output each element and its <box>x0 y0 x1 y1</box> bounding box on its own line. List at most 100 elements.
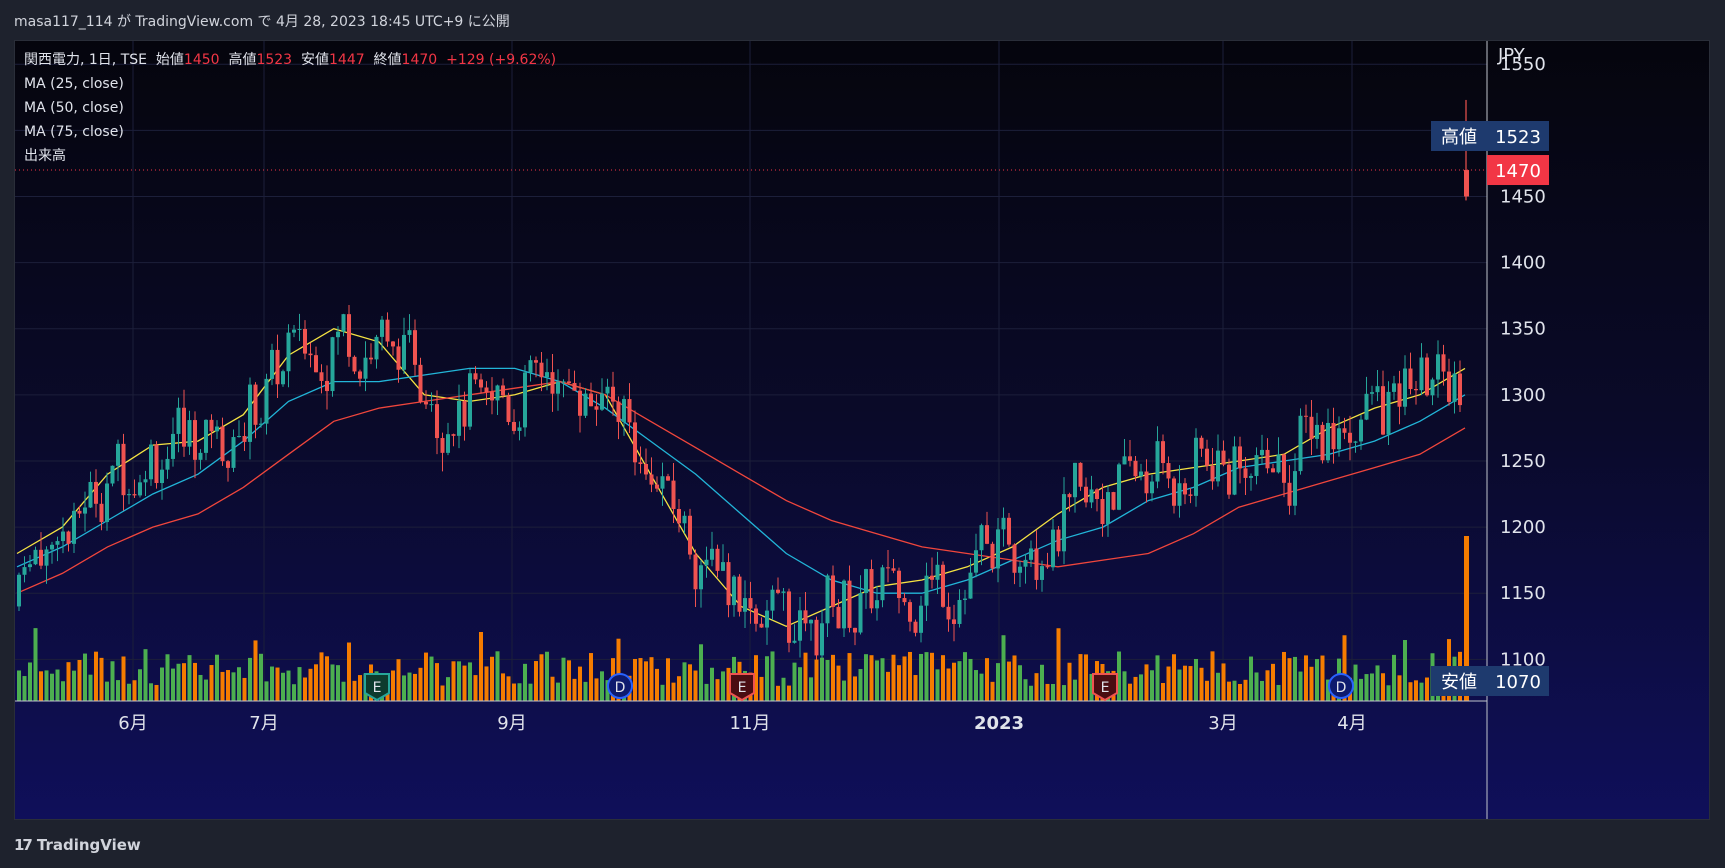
volume-bar <box>506 676 511 701</box>
time-tick-label: 6月 <box>118 713 147 734</box>
volume-bar <box>1304 655 1308 701</box>
volume-bar <box>72 670 76 701</box>
volume-bar <box>1210 651 1215 701</box>
candle-body <box>253 384 258 425</box>
candle-body <box>138 482 142 496</box>
ma50-legend[interactable]: MA (50, close) <box>24 100 124 116</box>
candlestick-chart[interactable]: JPY1550150014501400135013001250120011501… <box>15 41 1710 820</box>
time-tick-label: 11月 <box>730 713 771 734</box>
volume-bar <box>462 665 467 701</box>
candle-body <box>347 314 351 357</box>
volume-legend[interactable]: 出来高 <box>24 148 66 164</box>
chart-pane[interactable]: JPY1550150014501400135013001250120011501… <box>14 40 1710 820</box>
volume-bar <box>1353 664 1358 701</box>
volume-bar <box>1051 683 1055 701</box>
volume-bar <box>776 685 780 701</box>
volume-bar <box>468 662 472 701</box>
candle-body <box>39 549 43 566</box>
volume-bar <box>605 680 610 701</box>
candle-body <box>325 380 329 392</box>
candle-body <box>1018 566 1022 573</box>
candle-body <box>1337 428 1341 450</box>
candle-body <box>1326 422 1330 461</box>
candle-body <box>1210 465 1215 482</box>
last-price-tag-value-bg <box>1487 155 1549 186</box>
candle-body <box>809 619 813 624</box>
volume-bar <box>1298 671 1303 701</box>
volume-bar <box>600 671 604 701</box>
volume-bar <box>594 678 599 701</box>
volume-bar <box>1342 635 1347 701</box>
volume-bar <box>671 682 676 701</box>
candle-body <box>1331 422 1336 450</box>
volume-bar <box>50 673 54 701</box>
volume-bar <box>836 665 841 701</box>
volume-bar <box>1078 654 1083 701</box>
volume-bar <box>270 666 274 701</box>
volume-bar <box>1232 680 1237 701</box>
candle-body <box>880 567 885 601</box>
volume-bar <box>292 684 296 701</box>
volume-bar <box>1271 663 1275 701</box>
volume-bar <box>248 657 252 701</box>
candle-body <box>182 407 186 447</box>
time-tick-label: 7月 <box>249 713 278 734</box>
candle-body <box>363 357 368 379</box>
price-tick-label: 1100 <box>1500 649 1546 670</box>
candle-body <box>99 503 104 523</box>
ma75-legend[interactable]: MA (75, close) <box>24 124 124 140</box>
candle-body <box>1161 441 1165 464</box>
candle-body <box>193 420 197 460</box>
volume-bar <box>94 651 98 701</box>
footer: 17 TradingView <box>14 835 141 855</box>
volume-bar <box>1414 680 1418 701</box>
candle-body <box>589 393 593 407</box>
candle-body <box>1166 463 1171 479</box>
candle-body <box>1188 494 1193 496</box>
volume-bar <box>930 652 934 701</box>
candle-body <box>644 463 648 475</box>
candle-body <box>622 399 626 422</box>
low-tag-label-bg <box>1431 666 1487 696</box>
candle-body <box>215 426 219 432</box>
volume-bar <box>149 683 153 701</box>
ma25-legend[interactable]: MA (25, close) <box>24 76 124 92</box>
candle-body <box>550 372 555 394</box>
candle-body <box>578 390 582 416</box>
candle-body <box>1199 437 1204 449</box>
volume-bar <box>1320 655 1325 701</box>
candle-body <box>677 509 681 524</box>
candle-body <box>1342 428 1347 433</box>
volume-bar <box>490 656 494 701</box>
volume-bar <box>1408 682 1413 701</box>
candle-body <box>402 334 406 370</box>
candle-body <box>308 353 313 356</box>
volume-bar <box>407 672 412 701</box>
candle-body <box>891 568 896 571</box>
candle-body <box>1260 449 1264 456</box>
low-tag-value: 1070 <box>1495 672 1541 693</box>
candle-body <box>561 381 566 383</box>
candle-body <box>1078 462 1083 487</box>
volume-bar <box>792 662 797 701</box>
candle-body <box>506 395 511 422</box>
volume-bar <box>275 667 280 701</box>
dividend-marker-label: D <box>615 680 626 696</box>
candle-body <box>941 564 945 607</box>
candle-body <box>726 562 731 606</box>
high-tag-value-bg <box>1487 121 1549 151</box>
candle-body <box>1304 415 1308 417</box>
volume-bar <box>1172 654 1176 701</box>
candle-body <box>132 494 137 496</box>
volume-bar <box>121 656 126 701</box>
candle-body <box>270 349 274 379</box>
volume-bar <box>143 649 148 701</box>
volume-bar <box>666 658 670 701</box>
earnings-marker-label: E <box>373 680 382 696</box>
volume-bar <box>1133 676 1138 701</box>
volume-bar <box>209 665 214 701</box>
candle-body <box>319 372 324 381</box>
candle-body <box>583 393 588 416</box>
volume-bar <box>968 658 973 701</box>
currency-label: JPY <box>1497 45 1526 66</box>
